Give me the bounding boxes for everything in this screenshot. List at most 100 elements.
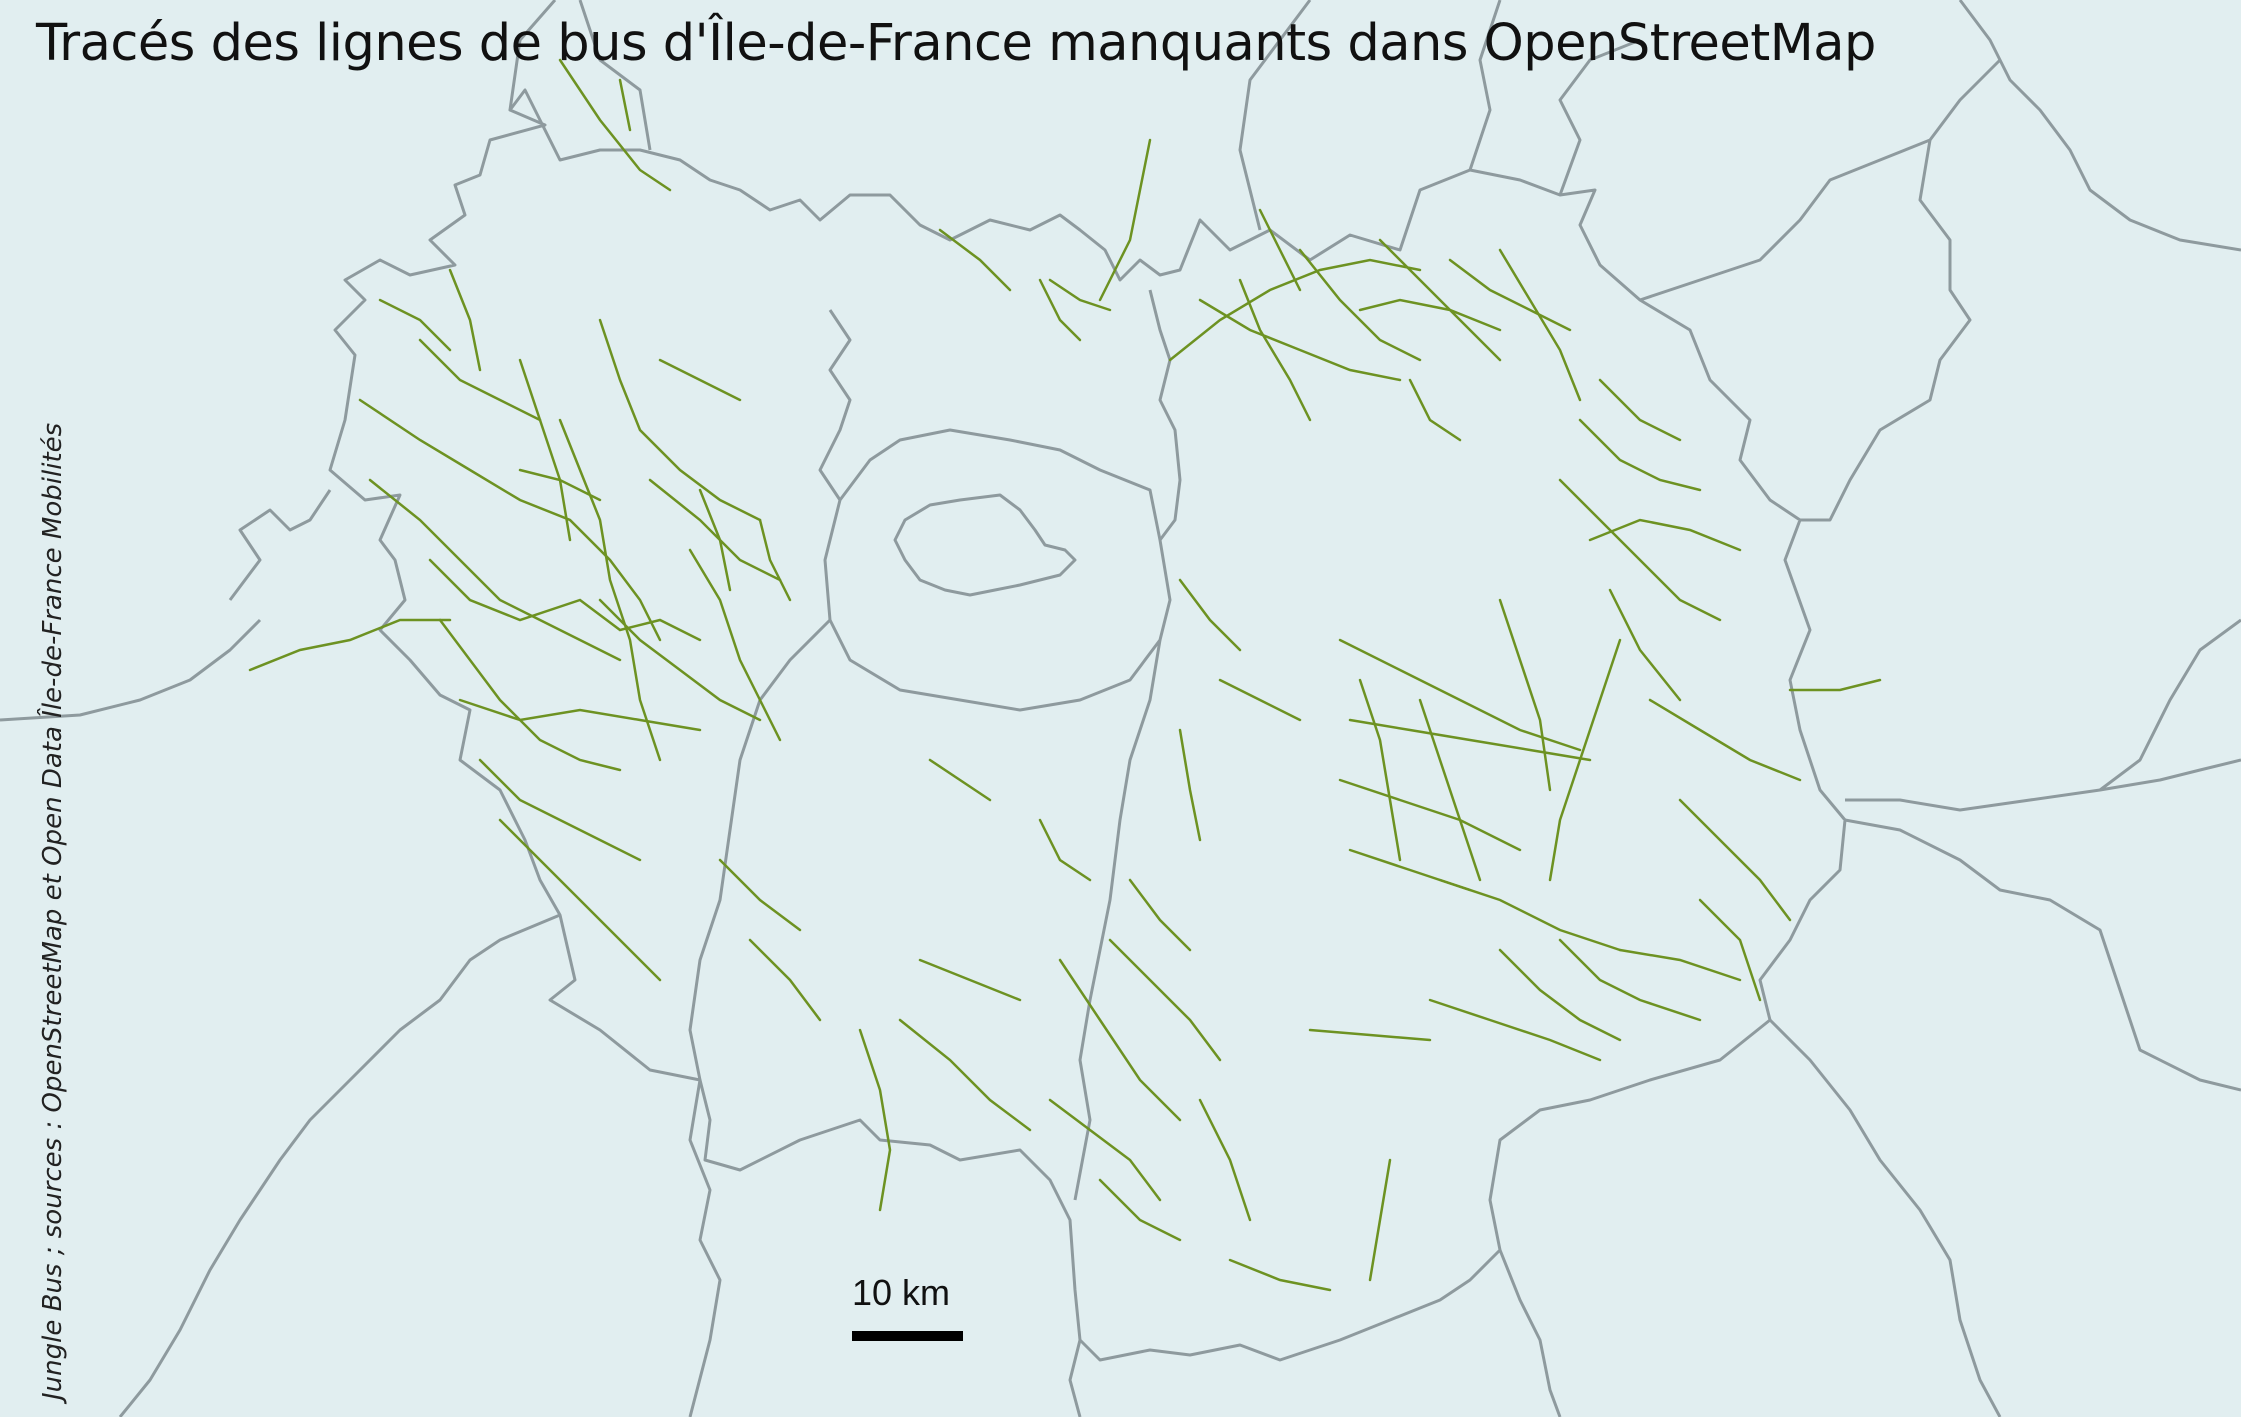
bus-routes [248,58,1882,1292]
bus-route [358,398,662,642]
bus-route [1498,598,1552,792]
bus-route [598,318,762,522]
neighbour-boundary [1639,58,2002,302]
bus-route [688,548,782,742]
credits: Jungle Bus ; sources : OpenStreetMap et … [38,422,68,1400]
bus-route [1548,638,1622,882]
bus-route [458,698,702,732]
bus-route [1428,998,1602,1062]
bus-route [1298,248,1422,362]
bus-route [558,58,672,192]
bus-route [248,618,452,672]
bus-route [1438,878,1622,952]
bus-route [1358,298,1502,332]
neighbour-boundary [1800,139,1972,522]
bus-route [928,758,992,802]
neighbour-boundary [1468,0,1502,171]
neighbour-boundary [508,0,557,111]
bus-route [918,958,1022,1002]
map-title: Tracés des lignes de bus d'Île-de-France… [36,14,1876,73]
bus-route [1198,298,1402,382]
bus-route [758,518,792,602]
bus-route [1378,238,1502,362]
bus-route [558,418,662,762]
bus-route [1648,698,1802,782]
bus-route [658,358,742,402]
bus-route [1448,258,1572,332]
bus-route [428,558,702,642]
bus-route [1678,798,1792,922]
bus-route [448,268,482,372]
bus-route [1558,938,1702,1022]
bus-route [368,478,622,662]
bus-route [1048,278,1112,312]
bus-route [1608,588,1682,702]
scale-bar [852,1331,963,1341]
neighbour-boundary [2099,618,2241,792]
bus-route [1498,248,1582,402]
bus-route [1788,678,1882,692]
departement-boundary [1073,639,1162,1201]
bus-route [1558,478,1722,622]
bus-route [1598,378,1682,442]
bus-route [1038,818,1092,882]
neighbour-boundary [228,489,332,601]
bus-route [598,598,762,722]
bus-route [1358,678,1402,862]
scale-label: 10 km [852,1272,951,1313]
bus-route [1238,278,1312,422]
neighbour-boundary [1768,1018,2002,1417]
bus-route [438,618,622,772]
bus-route [718,858,802,932]
bus-route [1098,1178,1182,1242]
bus-route [748,938,822,1022]
departement-boundary [818,309,852,501]
bus-route [1108,938,1222,1062]
neighbour-boundary [0,618,262,722]
bus-route [618,78,632,132]
region-boundary [328,88,1847,1362]
bus-route [1408,378,1462,442]
bus-route [1098,138,1152,302]
bus-route [1168,258,1422,362]
neighbour-boundary [578,0,652,151]
neighbour-boundary [1844,818,2241,1092]
bus-route [1578,418,1702,492]
neighbour-boundary [688,1079,722,1417]
bus-route [1178,578,1242,652]
bus-route [1038,278,1082,342]
inner-ring-boundary [823,428,1172,712]
neighbour-boundary [1068,1339,1082,1417]
bus-route [518,468,602,502]
neighbour-boundary [1958,0,2241,252]
neighbour-boundary [1498,1249,1562,1417]
bus-route [478,758,642,862]
bus-route [1698,898,1762,1002]
bus-route [1338,638,1582,752]
bus-route [1588,518,1742,552]
bus-route [518,358,572,542]
bus-route [1228,1258,1332,1292]
bus-route [1368,1158,1392,1282]
bus-route [1418,698,1482,882]
bus-route [1218,678,1302,722]
bus-route [858,1028,892,1212]
bus-route [698,488,732,592]
neighbour-boundary [1845,758,2241,812]
bus-route [938,228,1012,292]
bus-route [1048,1098,1162,1202]
bus-route [1348,718,1592,762]
departement-boundary [1148,289,1182,541]
bus-route [378,298,452,352]
bus-route [898,1018,1032,1132]
bus-route [1258,208,1302,292]
bus-route [1338,778,1522,852]
bus-route [498,818,662,982]
bus-route [1128,878,1192,952]
bus-route [1308,1028,1432,1042]
departement-boundary [688,618,832,1081]
bus-route [1058,958,1182,1122]
neighbour-boundary [1558,38,1641,196]
